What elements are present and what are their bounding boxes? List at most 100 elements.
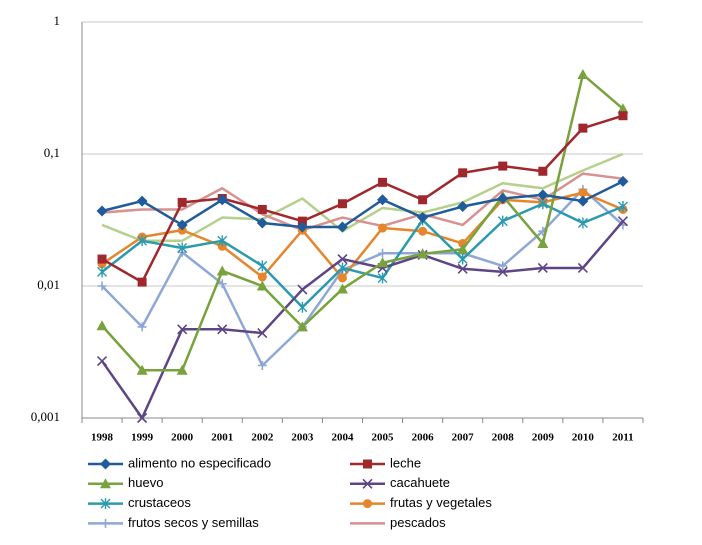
x-tick-label: 2010 — [572, 432, 595, 444]
marker — [458, 168, 468, 178]
marker — [257, 204, 267, 214]
x-tick-label: 2002 — [251, 432, 274, 444]
marker — [378, 248, 388, 258]
marker — [176, 219, 188, 231]
marker — [97, 254, 107, 264]
marker — [578, 188, 588, 198]
marker — [217, 279, 227, 289]
marker — [457, 263, 468, 274]
marker — [363, 459, 372, 469]
marker — [457, 253, 468, 265]
marker — [256, 217, 268, 229]
marker — [377, 272, 388, 284]
marker — [257, 327, 268, 339]
marker — [336, 283, 348, 294]
marker — [577, 217, 588, 229]
marker — [577, 69, 589, 80]
marker — [337, 253, 348, 265]
marker — [257, 272, 267, 282]
marker — [617, 201, 628, 213]
legend-label: alimento no especificado — [128, 455, 271, 470]
series-line — [101, 180, 624, 229]
marker — [457, 201, 469, 213]
marker — [216, 265, 228, 276]
marker — [337, 262, 348, 274]
legend-label: pescados — [390, 515, 446, 530]
marker — [97, 281, 107, 291]
marker — [337, 273, 347, 283]
marker — [257, 260, 268, 272]
marker — [137, 235, 148, 247]
marker — [177, 242, 188, 254]
marker — [418, 226, 428, 236]
series-line — [101, 188, 624, 367]
marker — [96, 320, 108, 331]
marker — [577, 195, 589, 207]
marker — [377, 257, 389, 268]
series-line — [101, 172, 624, 232]
series-line — [101, 73, 624, 372]
marker — [497, 266, 508, 277]
legend-label: frutos secos y semillas — [128, 515, 259, 530]
marker — [96, 205, 108, 217]
marker — [537, 189, 549, 201]
marker — [176, 364, 188, 375]
series-line — [101, 114, 624, 284]
marker — [136, 364, 148, 375]
marker — [137, 412, 148, 424]
marker — [217, 235, 228, 247]
marker — [297, 284, 308, 295]
legend-label: cacahuete — [390, 475, 450, 490]
y-tick-label: 0,01 — [37, 277, 60, 292]
marker — [137, 322, 147, 332]
series-line — [101, 202, 624, 309]
x-tick-label: 2011 — [612, 432, 633, 444]
marker — [497, 193, 509, 205]
marker — [378, 177, 388, 187]
marker — [101, 518, 110, 528]
y-tick-label: 0,1 — [44, 145, 60, 160]
marker — [216, 194, 228, 206]
marker — [96, 355, 108, 367]
series-line — [101, 152, 624, 243]
x-tick-label: 2004 — [331, 432, 354, 444]
marker — [537, 237, 549, 248]
marker — [377, 194, 389, 206]
x-tick-label: 2006 — [412, 432, 435, 444]
x-tick-label: 2003 — [291, 432, 314, 444]
x-tick-label: 2007 — [452, 432, 475, 444]
x-tick-label: 2009 — [532, 432, 555, 444]
marker — [618, 111, 628, 121]
series-line — [101, 220, 624, 420]
marker — [100, 498, 111, 510]
marker — [537, 262, 548, 274]
marker — [538, 166, 548, 176]
y-tick-label: 0,001 — [31, 409, 60, 424]
marker — [418, 195, 428, 205]
marker — [337, 199, 347, 209]
marker — [378, 223, 388, 233]
marker — [498, 261, 508, 271]
marker — [100, 478, 111, 489]
marker — [363, 499, 372, 509]
marker — [257, 360, 267, 370]
x-tick-label: 2008 — [492, 432, 515, 444]
x-tick-label: 2000 — [171, 432, 194, 444]
series-line — [101, 191, 624, 280]
legend-label: crustaceos — [128, 495, 191, 510]
marker — [457, 243, 469, 254]
marker — [256, 280, 268, 291]
marker — [497, 215, 508, 227]
legend-label: frutas y vegetales — [390, 495, 492, 510]
x-tick-label: 2001 — [211, 432, 233, 444]
marker — [296, 221, 308, 233]
marker — [336, 221, 348, 233]
marker — [417, 248, 429, 259]
marker — [137, 277, 147, 287]
marker — [136, 195, 148, 207]
legend-label: leche — [390, 455, 421, 470]
marker — [100, 458, 111, 470]
marker — [617, 103, 629, 114]
marker — [498, 161, 508, 171]
